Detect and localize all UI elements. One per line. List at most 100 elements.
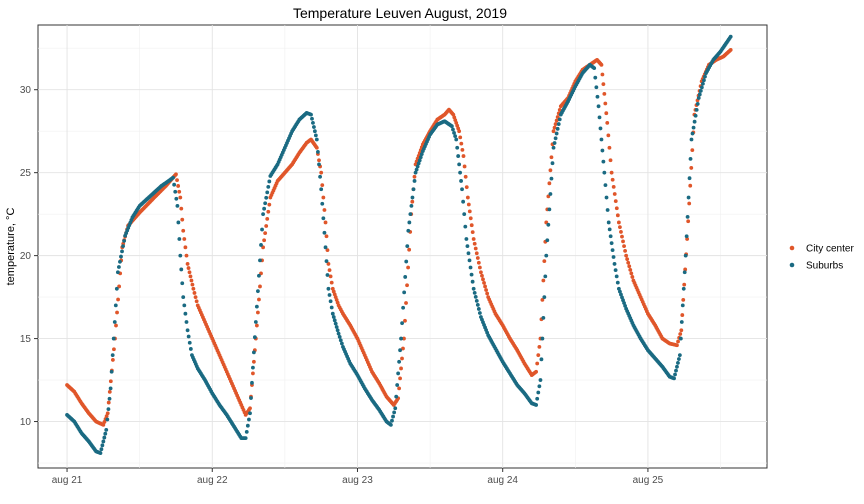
data-point (309, 112, 313, 117)
data-point (189, 278, 194, 283)
data-point (675, 364, 679, 369)
data-point (556, 122, 561, 126)
data-point (598, 126, 603, 131)
data-point (469, 272, 474, 277)
data-point (324, 234, 329, 239)
legend: City center Suburbs (789, 244, 854, 272)
y-tick-label: 20 (20, 251, 32, 262)
data-point (174, 172, 178, 177)
data-point (391, 414, 395, 419)
data-point (112, 347, 116, 352)
data-point (476, 260, 481, 265)
data-point (679, 328, 684, 333)
data-point (313, 133, 318, 138)
data-point (396, 371, 401, 376)
data-point (393, 406, 398, 411)
data-point (699, 85, 704, 90)
data-point (327, 268, 332, 273)
data-point (187, 270, 192, 275)
series-0 (65, 47, 733, 427)
data-point (117, 284, 122, 289)
data-point (621, 239, 625, 244)
data-point (629, 271, 634, 276)
data-point (686, 219, 691, 224)
data-point (334, 325, 339, 329)
data-point (317, 162, 321, 167)
data-point (677, 357, 681, 361)
data-point (689, 137, 694, 142)
data-point (466, 251, 471, 256)
plot-panel (37, 24, 768, 469)
data-point (173, 189, 178, 194)
data-point (680, 303, 685, 308)
data-point (610, 177, 615, 182)
data-point (454, 137, 459, 142)
data-point (449, 124, 454, 129)
data-point (592, 66, 597, 71)
data-point (251, 350, 256, 355)
data-point (410, 195, 415, 200)
data-point (697, 92, 702, 97)
data-point (404, 301, 408, 305)
data-point (457, 162, 462, 167)
data-point (177, 189, 182, 194)
data-point (453, 134, 458, 139)
data-point (542, 259, 547, 264)
data-point (608, 234, 613, 239)
data-point (475, 303, 480, 307)
data-point (321, 195, 326, 200)
data-point (672, 376, 676, 381)
data-point (180, 217, 185, 222)
data-point (323, 220, 328, 225)
data-point (623, 248, 627, 253)
data-point (541, 315, 546, 320)
data-point (595, 94, 600, 99)
data-point (264, 195, 269, 200)
data-point (688, 183, 693, 188)
data-point (400, 356, 404, 361)
data-point (607, 145, 612, 150)
data-point (477, 265, 482, 270)
data-point (476, 307, 481, 311)
data-point (172, 182, 177, 187)
data-point (107, 396, 112, 401)
x-tick-label: aug 21 (52, 475, 83, 486)
data-point (252, 335, 257, 340)
data-point (472, 290, 477, 295)
data-point (609, 241, 614, 246)
data-point (623, 303, 627, 308)
data-point (110, 353, 115, 358)
data-point (605, 208, 610, 212)
data-point (597, 115, 602, 120)
data-point (183, 245, 188, 250)
data-point (463, 224, 468, 229)
data-point (477, 311, 482, 315)
data-point (684, 234, 689, 239)
data-point (611, 184, 616, 189)
data-point (548, 168, 553, 173)
data-point (102, 420, 107, 424)
data-point (327, 293, 332, 297)
data-point (191, 286, 196, 291)
data-point (258, 284, 262, 289)
data-point (701, 81, 705, 86)
data-point (256, 310, 260, 315)
data-point (106, 400, 111, 405)
data-point (402, 290, 407, 295)
data-point (686, 195, 691, 200)
y-tick-label: 10 (20, 417, 32, 428)
data-point (397, 359, 402, 364)
data-point (181, 295, 186, 299)
data-point (395, 383, 400, 387)
data-point (320, 201, 325, 206)
data-point (179, 267, 184, 272)
data-point (469, 223, 474, 228)
data-point (549, 176, 554, 181)
data-point (182, 303, 187, 308)
data-point (333, 321, 338, 326)
data-point (604, 111, 609, 116)
data-point (451, 127, 455, 132)
data-point (459, 141, 464, 146)
data-point (614, 206, 619, 211)
data-point (243, 436, 248, 441)
